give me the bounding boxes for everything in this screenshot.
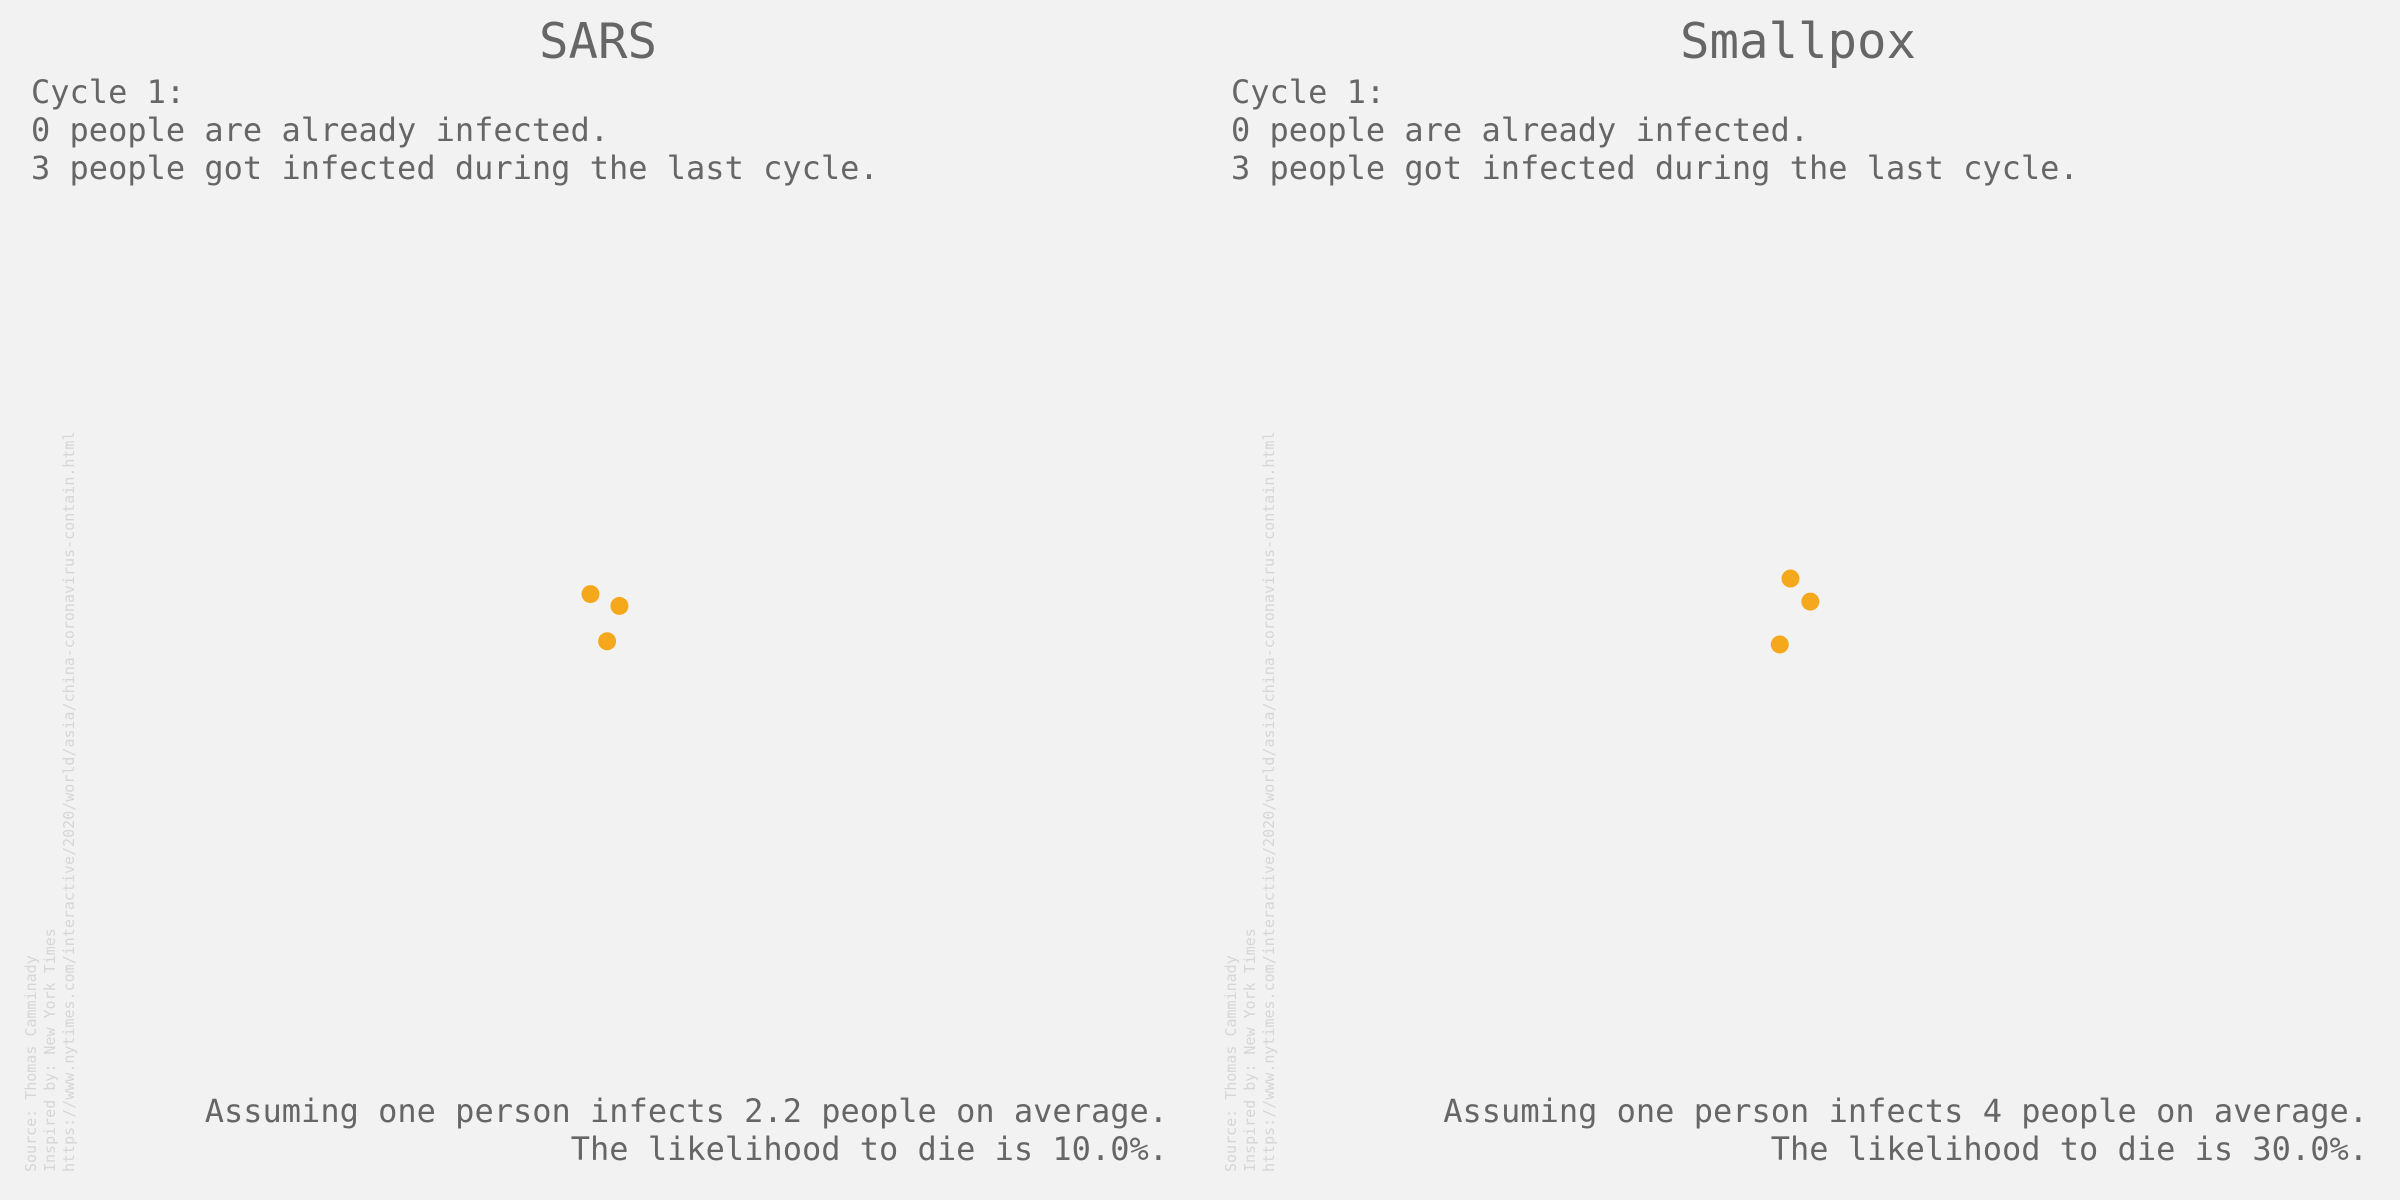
panel-title: SARS (539, 13, 657, 70)
infected-person (1770, 635, 1789, 654)
status-line: Cycle 1: (31, 73, 185, 111)
infected-person (581, 585, 600, 604)
status-line: 0 people are already infected. (1231, 111, 1809, 149)
assumption-line: Assuming one person infects 2.2 people o… (205, 1092, 1168, 1130)
source-note: https://www.nytimes.com/interactive/2020… (60, 431, 78, 1172)
assumption-line: The likelihood to die is 10.0%. (571, 1130, 1168, 1168)
source-note: Inspired by: New York Times (41, 928, 59, 1172)
status-line: 3 people got infected during the last cy… (31, 149, 879, 187)
assumption-line: The likelihood to die is 30.0%. (1771, 1130, 2368, 1168)
assumption-line: Assuming one person infects 4 people on … (1443, 1092, 2368, 1130)
panel-title: Smallpox (1680, 13, 1916, 70)
source-note: Inspired by: New York Times (1241, 928, 1259, 1172)
source-note: Source: Thomas Camminady (1222, 955, 1240, 1172)
status-line: 3 people got infected during the last cy… (1231, 149, 2079, 187)
source-note: Source: Thomas Camminady (22, 955, 40, 1172)
infected-person (1781, 569, 1800, 588)
status-line: Cycle 1: (1231, 73, 1385, 111)
status-line: 0 people are already infected. (31, 111, 609, 149)
source-note: https://www.nytimes.com/interactive/2020… (1260, 431, 1278, 1172)
infected-person (1801, 592, 1820, 611)
infected-person (610, 596, 629, 615)
infected-person (598, 632, 617, 651)
